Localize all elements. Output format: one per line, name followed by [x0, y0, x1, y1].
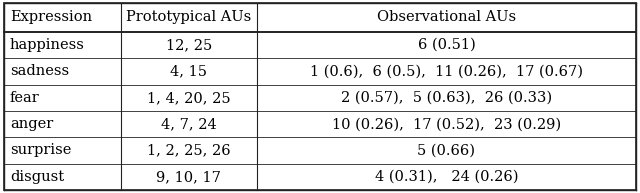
Text: 10 (0.26),  17 (0.52),  23 (0.29): 10 (0.26), 17 (0.52), 23 (0.29) [332, 117, 561, 131]
Text: disgust: disgust [10, 170, 64, 184]
Text: 9, 10, 17: 9, 10, 17 [156, 170, 221, 184]
Text: 12, 25: 12, 25 [166, 38, 212, 52]
Text: sadness: sadness [10, 64, 69, 79]
Text: 1, 4, 20, 25: 1, 4, 20, 25 [147, 91, 230, 105]
Text: 1 (0.6),  6 (0.5),  11 (0.26),  17 (0.67): 1 (0.6), 6 (0.5), 11 (0.26), 17 (0.67) [310, 64, 583, 79]
Text: Observational AUs: Observational AUs [377, 10, 516, 25]
Text: surprise: surprise [10, 144, 72, 157]
Text: happiness: happiness [10, 38, 85, 52]
Text: Expression: Expression [10, 10, 92, 25]
Text: 4, 7, 24: 4, 7, 24 [161, 117, 217, 131]
Text: 4, 15: 4, 15 [170, 64, 207, 79]
Text: 6 (0.51): 6 (0.51) [417, 38, 476, 52]
Text: 5 (0.66): 5 (0.66) [417, 144, 476, 157]
Text: Prototypical AUs: Prototypical AUs [126, 10, 252, 25]
Text: 1, 2, 25, 26: 1, 2, 25, 26 [147, 144, 230, 157]
Text: 2 (0.57),  5 (0.63),  26 (0.33): 2 (0.57), 5 (0.63), 26 (0.33) [341, 91, 552, 105]
Text: fear: fear [10, 91, 40, 105]
Text: 4 (0.31),   24 (0.26): 4 (0.31), 24 (0.26) [374, 170, 518, 184]
Text: anger: anger [10, 117, 53, 131]
